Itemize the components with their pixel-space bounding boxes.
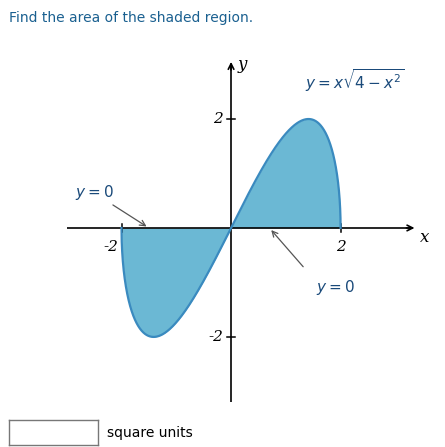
- Text: 2: 2: [336, 240, 345, 254]
- Text: $y=0$: $y=0$: [75, 183, 114, 202]
- Text: y: y: [238, 56, 247, 73]
- Text: -2: -2: [104, 240, 119, 254]
- Text: x: x: [420, 229, 429, 246]
- Text: 2: 2: [213, 112, 223, 126]
- Text: Find the area of the shaded region.: Find the area of the shaded region.: [9, 11, 253, 25]
- Text: square units: square units: [107, 426, 193, 440]
- Text: $y=0$: $y=0$: [316, 278, 355, 297]
- Text: $y = x\sqrt{4-x^2}$: $y = x\sqrt{4-x^2}$: [305, 67, 404, 94]
- Text: -2: -2: [208, 330, 223, 344]
